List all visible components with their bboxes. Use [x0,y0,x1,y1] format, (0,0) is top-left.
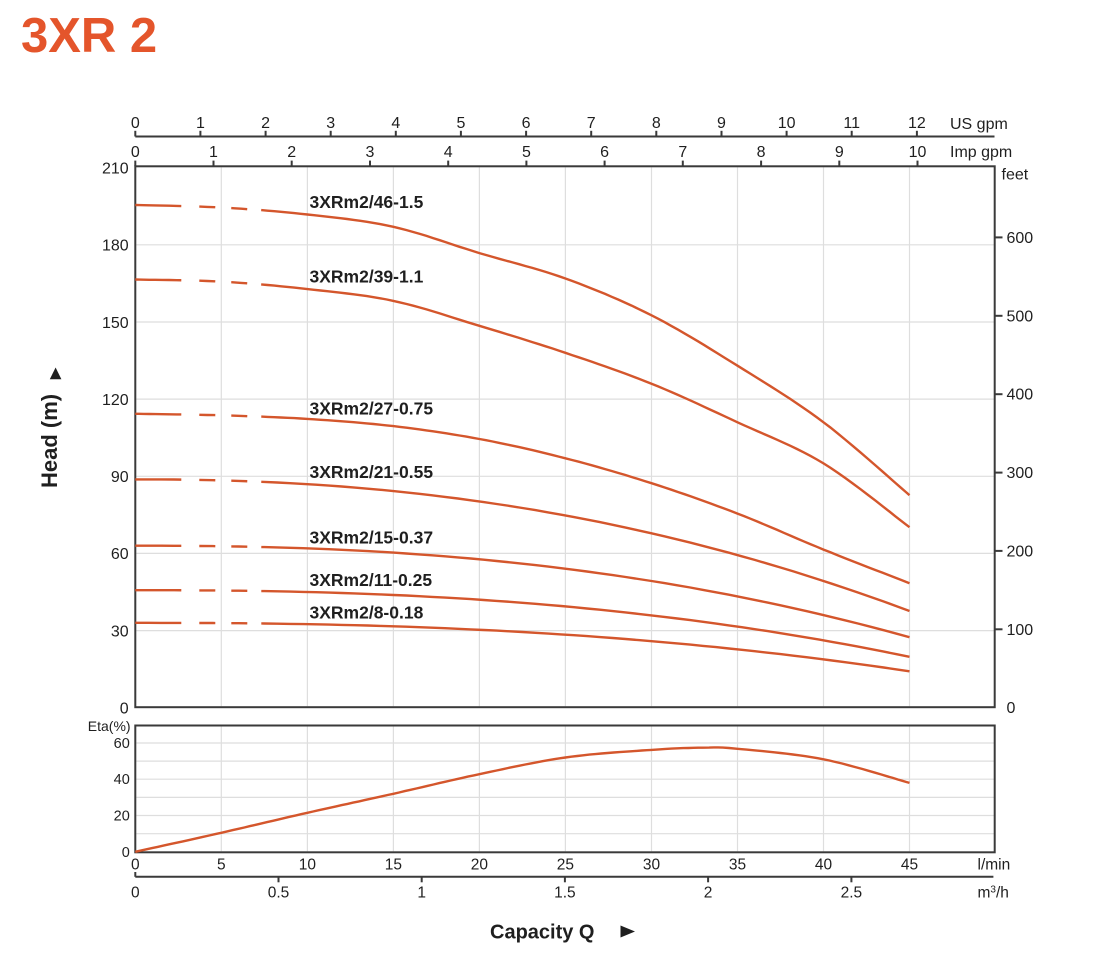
svg-text:6: 6 [522,115,531,132]
svg-text:Head (m): Head (m) [37,394,62,488]
svg-text:0: 0 [131,115,140,132]
svg-text:10: 10 [909,144,927,161]
svg-text:60: 60 [114,736,130,752]
svg-text:m3/h: m3/h [978,884,1009,901]
svg-text:feet: feet [1002,167,1029,184]
svg-text:9: 9 [717,115,726,132]
svg-text:35: 35 [729,856,746,873]
svg-text:3XRm2/11-0.25: 3XRm2/11-0.25 [310,570,433,590]
svg-text:3XRm2/15-0.37: 3XRm2/15-0.37 [310,528,434,548]
svg-text:7: 7 [587,115,596,132]
svg-text:5: 5 [522,144,531,161]
svg-text:3XRm2/27-0.75: 3XRm2/27-0.75 [310,399,434,419]
svg-text:2: 2 [287,144,296,161]
svg-text:15: 15 [385,856,402,873]
svg-text:1: 1 [417,884,426,901]
svg-text:400: 400 [1007,387,1034,404]
svg-text:3XRm2/39-1.1: 3XRm2/39-1.1 [310,267,424,287]
svg-text:4: 4 [391,115,400,132]
svg-text:3XRm2/21-0.55: 3XRm2/21-0.55 [310,462,434,482]
svg-text:30: 30 [643,856,661,873]
svg-text:0: 0 [131,884,140,901]
svg-text:90: 90 [111,469,129,486]
svg-text:2: 2 [261,115,270,132]
svg-text:0: 0 [122,845,130,861]
svg-text:30: 30 [111,623,129,640]
svg-text:Capacity Q: Capacity Q [490,922,594,944]
svg-text:10: 10 [778,115,796,132]
svg-text:6: 6 [600,144,609,161]
svg-text:25: 25 [557,856,574,873]
svg-text:Imp gpm: Imp gpm [950,144,1012,161]
svg-text:12: 12 [908,115,926,132]
svg-text:1: 1 [196,115,205,132]
svg-text:US gpm: US gpm [950,116,1008,133]
svg-text:3XRm2/46-1.5: 3XRm2/46-1.5 [310,192,424,212]
svg-text:150: 150 [102,315,129,332]
svg-text:120: 120 [102,392,129,409]
svg-text:40: 40 [114,772,130,788]
svg-text:45: 45 [901,856,918,873]
svg-text:9: 9 [835,144,844,161]
svg-text:10: 10 [299,856,317,873]
svg-text:1: 1 [209,144,218,161]
svg-text:5: 5 [456,115,465,132]
svg-text:5: 5 [217,856,226,873]
svg-text:7: 7 [678,144,687,161]
svg-text:300: 300 [1007,465,1034,482]
svg-text:0: 0 [1007,700,1016,717]
svg-text:3: 3 [366,144,375,161]
svg-text:210: 210 [102,161,129,178]
svg-text:8: 8 [652,115,661,132]
svg-text:3XRm2/8-0.18: 3XRm2/8-0.18 [310,602,424,622]
svg-text:180: 180 [102,238,129,255]
svg-text:4: 4 [444,144,453,161]
svg-text:40: 40 [815,856,833,873]
svg-text:0: 0 [131,144,140,161]
svg-text:2: 2 [704,884,713,901]
svg-text:60: 60 [111,546,129,563]
svg-text:0: 0 [131,856,140,873]
svg-text:3XR 2: 3XR 2 [21,9,157,63]
svg-text:l/min: l/min [978,856,1011,873]
svg-text:20: 20 [114,809,130,825]
svg-text:500: 500 [1007,308,1034,325]
svg-text:600: 600 [1007,230,1034,247]
svg-text:2.5: 2.5 [841,884,863,901]
svg-text:20: 20 [471,856,489,873]
svg-text:8: 8 [757,144,766,161]
svg-text:0: 0 [120,701,129,718]
svg-text:0.5: 0.5 [268,884,290,901]
svg-text:Eta(%): Eta(%) [88,718,131,734]
svg-text:3: 3 [326,115,335,132]
svg-text:100: 100 [1007,622,1034,639]
svg-text:11: 11 [843,115,860,132]
svg-text:1.5: 1.5 [554,884,576,901]
svg-text:200: 200 [1007,543,1034,560]
